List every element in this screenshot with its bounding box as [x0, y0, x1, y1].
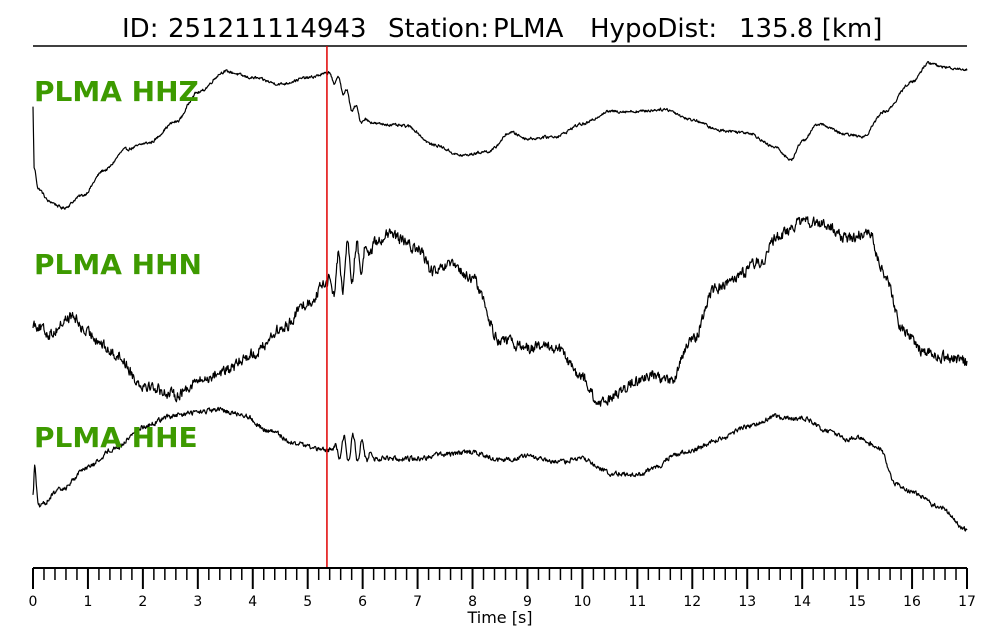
x-tick-label: 4 [248, 594, 257, 610]
time-axis: 0 1 2 3 4 5 6 7 8 9 10 11 12 13 14 15 16 17 [29, 567, 976, 610]
x-tick-label: 16 [903, 594, 921, 610]
title-station-label: Station: [388, 14, 489, 44]
x-tick-label: 0 [29, 594, 38, 610]
channel-label-hhz: PLMA HHZ [34, 75, 199, 108]
x-tick-label: 10 [573, 594, 591, 610]
title-hypodist-label: HypoDist: [590, 14, 717, 44]
x-tick-label: 1 [83, 594, 92, 610]
title-station-value: PLMA [493, 14, 564, 44]
traces-group [32, 60, 968, 532]
x-tick-label: 12 [683, 594, 701, 610]
x-tick-label: 2 [138, 594, 147, 610]
x-tick-label: 7 [413, 594, 422, 610]
x-tick-label: 5 [303, 594, 312, 610]
channel-label-hhn: PLMA HHN [34, 248, 202, 281]
x-tick-label: 14 [793, 594, 811, 610]
x-tick-label: 17 [958, 594, 976, 610]
x-tick-label: 9 [523, 594, 532, 610]
x-axis-label: Time [s] [466, 608, 532, 627]
x-tick-label: 8 [468, 594, 477, 610]
x-tick-label: 11 [628, 594, 646, 610]
x-tick-label: 15 [848, 594, 866, 610]
channel-label-hhe: PLMA HHE [34, 421, 198, 454]
x-tick-label: 13 [738, 594, 756, 610]
title-hypodist-value: 135.8 [km] [739, 14, 882, 44]
x-tick-label: 3 [193, 594, 202, 610]
trace-hhn [32, 216, 968, 407]
x-tick-label: 6 [358, 594, 367, 610]
trace-hhz [32, 60, 968, 210]
title-id-label: ID: [122, 14, 158, 44]
trace-hhe [32, 406, 968, 532]
title-id-value: 251211114943 [168, 14, 367, 44]
